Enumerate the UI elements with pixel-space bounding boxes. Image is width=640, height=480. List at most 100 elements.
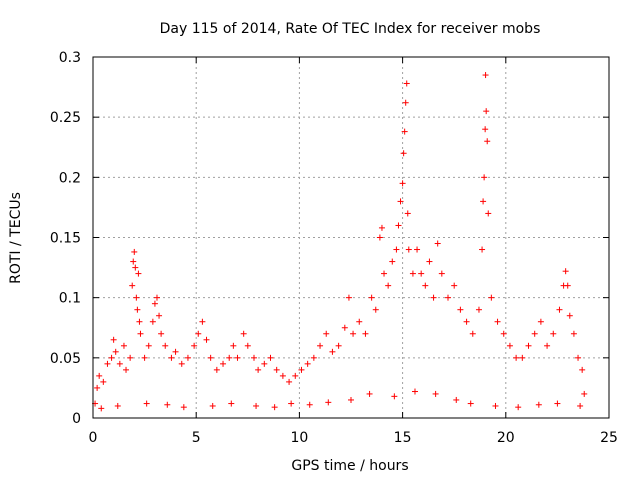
y-tick-label: 0.1: [59, 291, 81, 307]
data-point: [488, 294, 495, 301]
data-point: [411, 388, 418, 395]
data-point: [127, 354, 134, 361]
data-point: [554, 400, 561, 407]
data-point: [389, 258, 396, 265]
x-axis-label: GPS time / hours: [291, 458, 408, 474]
data-point: [304, 360, 311, 367]
data-point: [104, 360, 111, 367]
data-point: [209, 402, 216, 409]
data-point: [271, 404, 278, 411]
data-point: [279, 372, 286, 379]
data-point: [579, 366, 586, 373]
data-point: [228, 400, 235, 407]
y-tick-label: 0.05: [50, 351, 81, 367]
data-point: [438, 270, 445, 277]
data-point: [132, 264, 139, 271]
data-point: [430, 294, 437, 301]
data-point: [480, 198, 487, 205]
data-point: [402, 99, 409, 106]
data-point: [323, 330, 330, 337]
x-tick-label: 25: [600, 430, 618, 446]
data-point: [481, 174, 488, 181]
data-point: [577, 402, 584, 409]
data-point: [273, 366, 280, 373]
data-point: [376, 234, 383, 241]
data-point: [494, 318, 501, 325]
data-point: [253, 402, 260, 409]
y-axis-ticks: 0 0.05 0.1 0.15 0.2 0.25 0.3: [50, 50, 609, 427]
data-point: [544, 342, 551, 349]
data-point: [581, 390, 588, 397]
x-tick-label: 5: [192, 430, 201, 446]
x-tick-label: 0: [89, 430, 98, 446]
x-tick-label: 20: [497, 430, 515, 446]
data-point: [434, 240, 441, 247]
data-point: [356, 318, 363, 325]
data-point: [422, 282, 429, 289]
data-point: [506, 342, 513, 349]
data-point: [114, 402, 121, 409]
data-point: [378, 224, 385, 231]
data-point: [96, 372, 103, 379]
data-point: [492, 402, 499, 409]
data-point: [158, 330, 165, 337]
data-point: [397, 198, 404, 205]
data-point: [325, 399, 332, 406]
data-point: [475, 306, 482, 313]
data-point: [108, 354, 115, 361]
data-point: [564, 282, 571, 289]
data-point: [404, 210, 411, 217]
data-point: [479, 246, 486, 253]
plot-frame: [92, 56, 610, 419]
data-point: [240, 330, 247, 337]
data-point: [134, 306, 141, 313]
data-point: [184, 354, 191, 361]
data-point: [116, 360, 123, 367]
data-point: [244, 342, 251, 349]
data-point: [131, 248, 138, 255]
data-point: [261, 360, 268, 367]
data-point: [515, 404, 522, 411]
data-point: [195, 330, 202, 337]
x-tick-label: 15: [394, 430, 412, 446]
data-point: [130, 258, 137, 265]
data-point: [191, 342, 198, 349]
data-point: [409, 270, 416, 277]
data-point: [575, 354, 582, 361]
data-point: [136, 318, 143, 325]
data-point: [362, 330, 369, 337]
data-point: [483, 108, 490, 115]
data-point: [310, 354, 317, 361]
data-point: [168, 354, 175, 361]
data-point: [199, 318, 206, 325]
data-point: [537, 318, 544, 325]
data-point: [317, 342, 324, 349]
data-point: [535, 401, 542, 408]
data-point: [98, 405, 105, 412]
grid-lines: [93, 57, 609, 418]
data-point: [372, 306, 379, 313]
data-point: [230, 342, 237, 349]
y-tick-label: 0.3: [59, 50, 81, 66]
y-tick-label: 0: [72, 411, 81, 427]
data-point: [403, 80, 410, 87]
y-tick-label: 0.25: [50, 110, 81, 126]
data-point: [162, 342, 169, 349]
data-point: [306, 401, 313, 408]
data-point: [341, 324, 348, 331]
data-point: [469, 330, 476, 337]
data-point: [133, 294, 140, 301]
data-point: [100, 378, 107, 385]
data-point: [556, 306, 563, 313]
data-point: [566, 312, 573, 319]
data-point: [432, 390, 439, 397]
data-point: [203, 336, 210, 343]
data-point: [207, 354, 214, 361]
data-point: [145, 342, 152, 349]
data-point: [391, 393, 398, 400]
data-point: [267, 354, 274, 361]
data-point: [500, 330, 507, 337]
data-point: [226, 354, 233, 361]
data-point: [485, 210, 492, 217]
